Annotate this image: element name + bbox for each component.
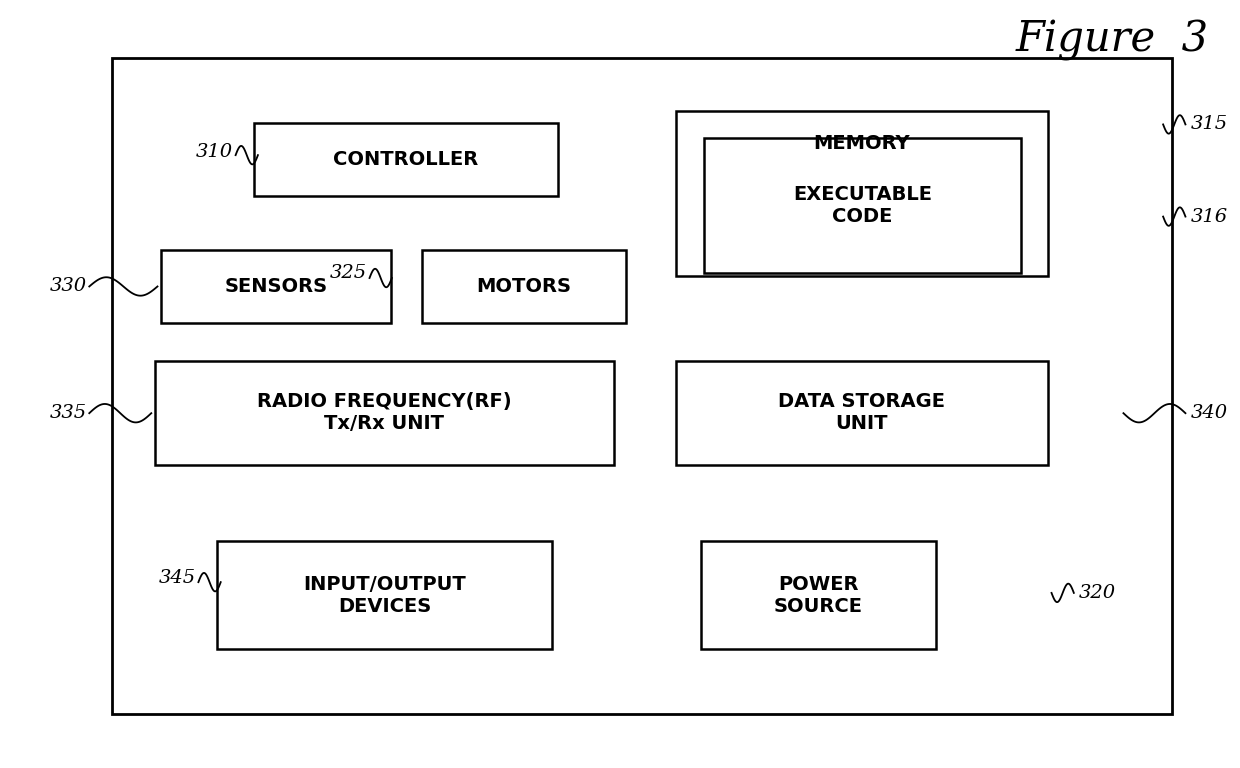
- Text: 340: 340: [1190, 404, 1228, 422]
- Text: MOTORS: MOTORS: [476, 276, 572, 296]
- Text: INPUT/OUTPUT
DEVICES: INPUT/OUTPUT DEVICES: [303, 574, 466, 616]
- Bar: [155, 361, 614, 465]
- Text: 325: 325: [330, 264, 367, 283]
- Text: CONTROLLER: CONTROLLER: [334, 150, 479, 169]
- Text: RADIO FREQUENCY(RF)
Tx/Rx UNIT: RADIO FREQUENCY(RF) Tx/Rx UNIT: [257, 392, 512, 433]
- Text: 316: 316: [1190, 207, 1228, 226]
- Text: POWER
SOURCE: POWER SOURCE: [774, 574, 863, 616]
- Text: MEMORY: MEMORY: [813, 134, 910, 154]
- Text: DATA STORAGE
UNIT: DATA STORAGE UNIT: [779, 392, 945, 433]
- Text: Figure  3: Figure 3: [1016, 19, 1209, 61]
- Bar: [676, 361, 1048, 465]
- Bar: [217, 541, 552, 649]
- Text: EXECUTABLE
CODE: EXECUTABLE CODE: [792, 185, 932, 226]
- Text: 335: 335: [50, 404, 87, 422]
- Bar: [254, 123, 558, 196]
- Text: 330: 330: [50, 277, 87, 296]
- Text: SENSORS: SENSORS: [224, 276, 327, 296]
- Text: 310: 310: [196, 143, 233, 161]
- Bar: [704, 138, 1021, 273]
- Bar: [676, 111, 1048, 276]
- Text: 320: 320: [1079, 584, 1116, 602]
- Bar: [161, 250, 391, 323]
- Text: 345: 345: [159, 568, 196, 587]
- Text: 315: 315: [1190, 115, 1228, 134]
- Bar: [701, 541, 936, 649]
- Bar: [112, 58, 1172, 714]
- Bar: [422, 250, 626, 323]
